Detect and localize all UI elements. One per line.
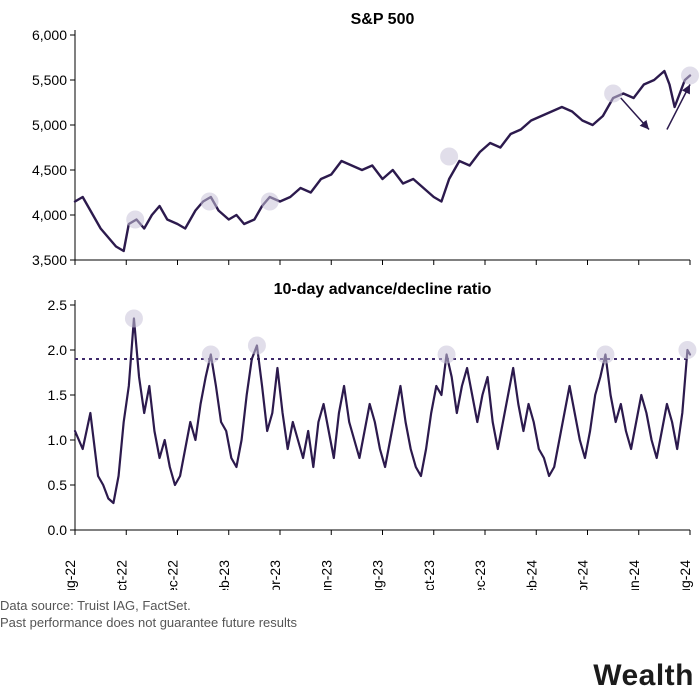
charts-svg: S&P 500 3,500 4,000 4,500 5,000 5,500 6,000 10-… bbox=[0, 0, 700, 590]
ytick-label: 5,000 bbox=[32, 117, 67, 133]
xtick-label: Dec-23 bbox=[472, 560, 488, 590]
ytick-label: 3,500 bbox=[32, 252, 67, 268]
footer-notes: Data source: Truist IAG, FactSet. Past p… bbox=[0, 596, 297, 632]
highlight-marker bbox=[261, 193, 279, 211]
xtick-label: Feb-24 bbox=[523, 560, 539, 590]
xtick-label: Jun-24 bbox=[626, 560, 642, 590]
page-root: { "layout":{ "width":700,"height":697, "… bbox=[0, 0, 700, 697]
ytick-label: 6,000 bbox=[32, 27, 67, 43]
highlight-marker bbox=[202, 346, 220, 364]
highlight-marker bbox=[604, 85, 622, 103]
ytick-label: 5,500 bbox=[32, 72, 67, 88]
ytick-label: 4,000 bbox=[32, 207, 67, 223]
xtick-label: Aug-24 bbox=[677, 560, 693, 590]
xtick-label: Apr-24 bbox=[575, 560, 591, 590]
highlight-marker bbox=[248, 337, 266, 355]
xtick-label: Oct-22 bbox=[113, 560, 129, 590]
highlight-marker bbox=[596, 346, 614, 364]
series-line bbox=[75, 71, 690, 251]
xtick-label: Apr-23 bbox=[267, 560, 283, 590]
highlight-marker bbox=[440, 148, 458, 166]
xtick-label: Feb-23 bbox=[216, 560, 232, 590]
ytick-label: 1.0 bbox=[48, 432, 68, 448]
highlight-marker bbox=[125, 310, 143, 328]
highlight-marker bbox=[438, 346, 456, 364]
note-disclaimer: Past performance does not guarantee futu… bbox=[0, 615, 297, 630]
ytick-label: 0.5 bbox=[48, 477, 68, 493]
highlight-marker bbox=[681, 67, 699, 85]
chart-title: S&P 500 bbox=[351, 11, 415, 28]
note-data-source: Data source: Truist IAG, FactSet. bbox=[0, 598, 297, 613]
xtick-label: Jun-23 bbox=[318, 560, 334, 590]
highlight-marker bbox=[678, 341, 696, 359]
ytick-label: 0.0 bbox=[48, 522, 68, 538]
ytick-label: 2.5 bbox=[48, 297, 68, 313]
xtick-label: Oct-23 bbox=[421, 560, 437, 590]
highlight-marker bbox=[126, 211, 144, 229]
ytick-label: 4,500 bbox=[32, 162, 67, 178]
ytick-label: 2.0 bbox=[48, 342, 68, 358]
brand-label: Wealth bbox=[593, 659, 694, 693]
xtick-label: Dec-22 bbox=[165, 560, 181, 590]
highlight-marker bbox=[201, 193, 219, 211]
chart-title: 10-day advance/decline ratio bbox=[274, 281, 492, 298]
series-line bbox=[75, 319, 690, 504]
xtick-label: Aug-23 bbox=[370, 560, 386, 590]
xtick-label: Aug-22 bbox=[62, 560, 78, 590]
annotation-arrow bbox=[621, 98, 649, 130]
ytick-label: 1.5 bbox=[48, 387, 68, 403]
